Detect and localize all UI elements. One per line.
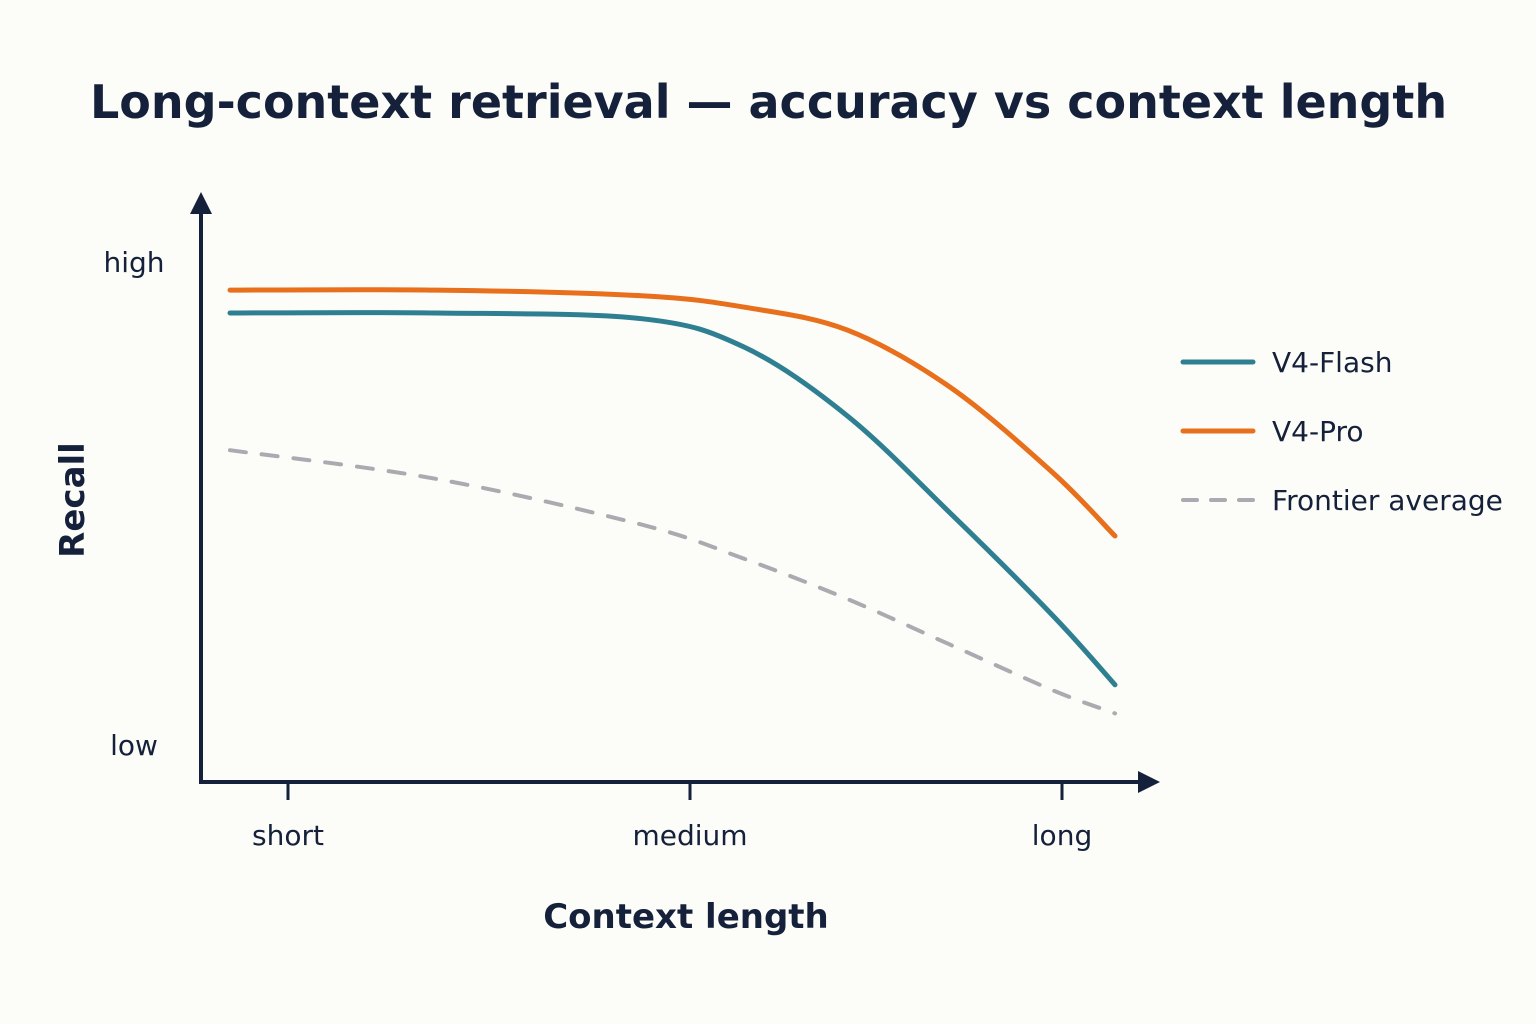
y-axis-title: Recall: [53, 442, 93, 558]
y-axis: [190, 192, 212, 782]
legend-label: V4-Flash: [1272, 346, 1392, 379]
series-line-frontier-average: [228, 448, 1117, 716]
x-tick-label: short: [252, 819, 324, 852]
x-tick-label: long: [1032, 819, 1092, 852]
y-axis-arrow: [190, 192, 212, 214]
y-tick-label: low: [110, 729, 158, 762]
series-line-v4-flash: [227, 310, 1118, 688]
x-axis-title: Context length: [543, 897, 829, 937]
y-tick-label: high: [103, 246, 164, 279]
x-ticks: short medium long: [252, 782, 1092, 852]
legend: V4-Flash V4-Pro Frontier average: [1180, 346, 1503, 517]
series-layer: [227, 287, 1118, 716]
legend-label: V4-Pro: [1272, 415, 1364, 448]
x-axis-arrow: [1138, 771, 1160, 793]
legend-label: Frontier average: [1272, 484, 1503, 517]
x-axis: [199, 771, 1160, 793]
series-line-v4-pro: [227, 287, 1118, 539]
chart-title: Long-context retrieval — accuracy vs con…: [90, 75, 1447, 129]
y-ticks: high low: [103, 246, 164, 762]
x-tick-label: medium: [632, 819, 747, 852]
